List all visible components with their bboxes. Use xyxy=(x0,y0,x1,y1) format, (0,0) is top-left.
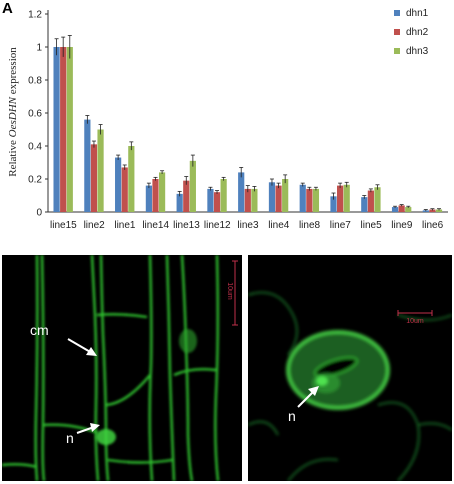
y-axis-label: Relative OesDHN expression xyxy=(7,47,19,177)
scale-bar-c: 10um xyxy=(397,310,433,325)
arrow-cm: cm xyxy=(30,322,97,356)
cell-walls-b xyxy=(2,255,220,481)
y-axis-label-gene: OesDHN xyxy=(7,96,19,137)
bar-dhn1-line1 xyxy=(115,157,122,212)
bar-chart: Relative OesDHN expression 0 0.2 0.4 0.6 0.8… xyxy=(7,8,448,231)
x-tick-label: line2 xyxy=(84,220,106,231)
y-tick-label: 0.6 xyxy=(28,109,42,120)
x-tick-label: line8 xyxy=(299,220,321,231)
bar-dhn2-line6 xyxy=(429,209,436,212)
y-tick-label: 0.2 xyxy=(28,175,42,186)
bar-dhn3-line1 xyxy=(128,146,135,212)
bar-dhn2-line9 xyxy=(398,205,405,212)
bar-dhn2-line8 xyxy=(306,188,313,212)
bar-dhn2-line14 xyxy=(152,179,159,212)
bar-dhn1-line13 xyxy=(176,193,183,212)
legend-swatch-dhn2 xyxy=(394,29,400,35)
x-tick-label: line13 xyxy=(173,220,200,231)
scale-label-b: 10um xyxy=(226,282,233,300)
bar-dhn3-line4 xyxy=(282,179,289,212)
bar-dhn1-line3 xyxy=(238,172,245,212)
bar-dhn3-line12 xyxy=(220,179,227,212)
y-tick-label: 1.2 xyxy=(28,10,42,21)
panel-b-label: B xyxy=(5,258,16,275)
x-tick-label: line1 xyxy=(114,220,136,231)
nucleus-b-2 xyxy=(179,329,197,353)
bar-dhn2-line4 xyxy=(275,185,282,212)
micrograph-c: 10um n xyxy=(248,255,452,481)
x-tick-label: line15 xyxy=(50,220,77,231)
bar-dhn3-line13 xyxy=(189,160,196,212)
arrow-n-b: n xyxy=(66,423,100,446)
micrograph-c-image: 10um n xyxy=(248,291,452,481)
micrograph-b-image: 10um cm n xyxy=(2,255,238,481)
x-tick-label: line7 xyxy=(330,220,352,231)
epidermal-cells-c xyxy=(248,291,452,481)
y-axis-label-prefix: Relative xyxy=(7,137,19,176)
bar-dhn3-line6 xyxy=(435,209,443,212)
panel-a-label: A xyxy=(2,0,13,17)
chart-legend: dhn1 dhn2 dhn3 xyxy=(394,8,429,57)
legend-label-dhn1: dhn1 xyxy=(406,8,429,19)
bar-dhn1-line7 xyxy=(330,196,337,212)
bar-dhn3-line8 xyxy=(312,188,320,212)
bar-dhn3-line7 xyxy=(343,184,350,212)
y-tick-label: 0.8 xyxy=(28,76,42,87)
legend-swatch-dhn3 xyxy=(394,48,400,54)
label-n-b: n xyxy=(66,430,74,446)
x-tick-label: line9 xyxy=(391,220,413,231)
bar-dhn3-line5 xyxy=(374,187,381,212)
scale-bar-b: 10um xyxy=(226,260,238,326)
bar-dhn1-line4 xyxy=(268,182,276,212)
bar-dhn2-line2 xyxy=(90,144,98,212)
bar-dhn3-line15 xyxy=(66,47,73,212)
bar-dhn1-line8 xyxy=(299,184,306,212)
bar-dhn1-line14 xyxy=(145,185,152,212)
bar-dhn2-line15 xyxy=(60,47,67,212)
bar-dhn1-line2 xyxy=(84,119,91,212)
bar-dhn2-line7 xyxy=(337,185,344,212)
bar-dhn2-line3 xyxy=(244,188,251,212)
guard-cells-c xyxy=(286,330,390,410)
y-tick-label: 1 xyxy=(36,43,42,54)
x-tick-label: line14 xyxy=(142,220,169,231)
chart-axes: 0 0.2 0.4 0.6 0.8 1 1.2 line15 line2 line1 line14 l… xyxy=(28,10,448,231)
legend-swatch-dhn1 xyxy=(394,10,400,16)
micrograph-b: 10um cm n xyxy=(2,255,242,481)
label-n-c: n xyxy=(288,408,296,424)
bar-dhn3-line14 xyxy=(158,172,166,212)
bar-dhn1-line12 xyxy=(207,188,214,212)
bar-dhn1-line5 xyxy=(361,197,368,212)
bar-dhn3-line3 xyxy=(251,188,258,212)
y-axis-label-suffix: expression xyxy=(7,47,19,97)
bar-dhn2-line12 xyxy=(213,192,221,212)
bar-dhn2-line13 xyxy=(183,180,190,212)
panel-c-label: C xyxy=(252,258,263,275)
scale-label-c: 10um xyxy=(406,318,424,325)
nucleus-b xyxy=(96,429,116,445)
arrow-n-c: n xyxy=(288,386,319,424)
chart-bars xyxy=(53,35,443,212)
x-tick-label: line12 xyxy=(204,220,231,231)
bar-dhn3-line2 xyxy=(97,129,104,212)
x-tick-label: line3 xyxy=(237,220,259,231)
bar-dhn1-line15 xyxy=(53,47,60,212)
y-tick-label: 0 xyxy=(36,208,42,219)
x-tick-label: line5 xyxy=(361,220,383,231)
x-tick-label: line4 xyxy=(268,220,290,231)
label-cm: cm xyxy=(30,322,49,338)
legend-label-dhn2: dhn2 xyxy=(406,27,429,38)
bar-dhn2-line1 xyxy=(121,167,128,212)
nucleus-c xyxy=(316,376,328,386)
bar-dhn3-line9 xyxy=(405,207,412,212)
bar-dhn1-line9 xyxy=(391,207,399,212)
x-tick-label: line6 xyxy=(422,220,444,231)
bar-dhn2-line5 xyxy=(367,190,374,212)
y-tick-label: 0.4 xyxy=(28,142,42,153)
legend-label-dhn3: dhn3 xyxy=(406,46,429,57)
